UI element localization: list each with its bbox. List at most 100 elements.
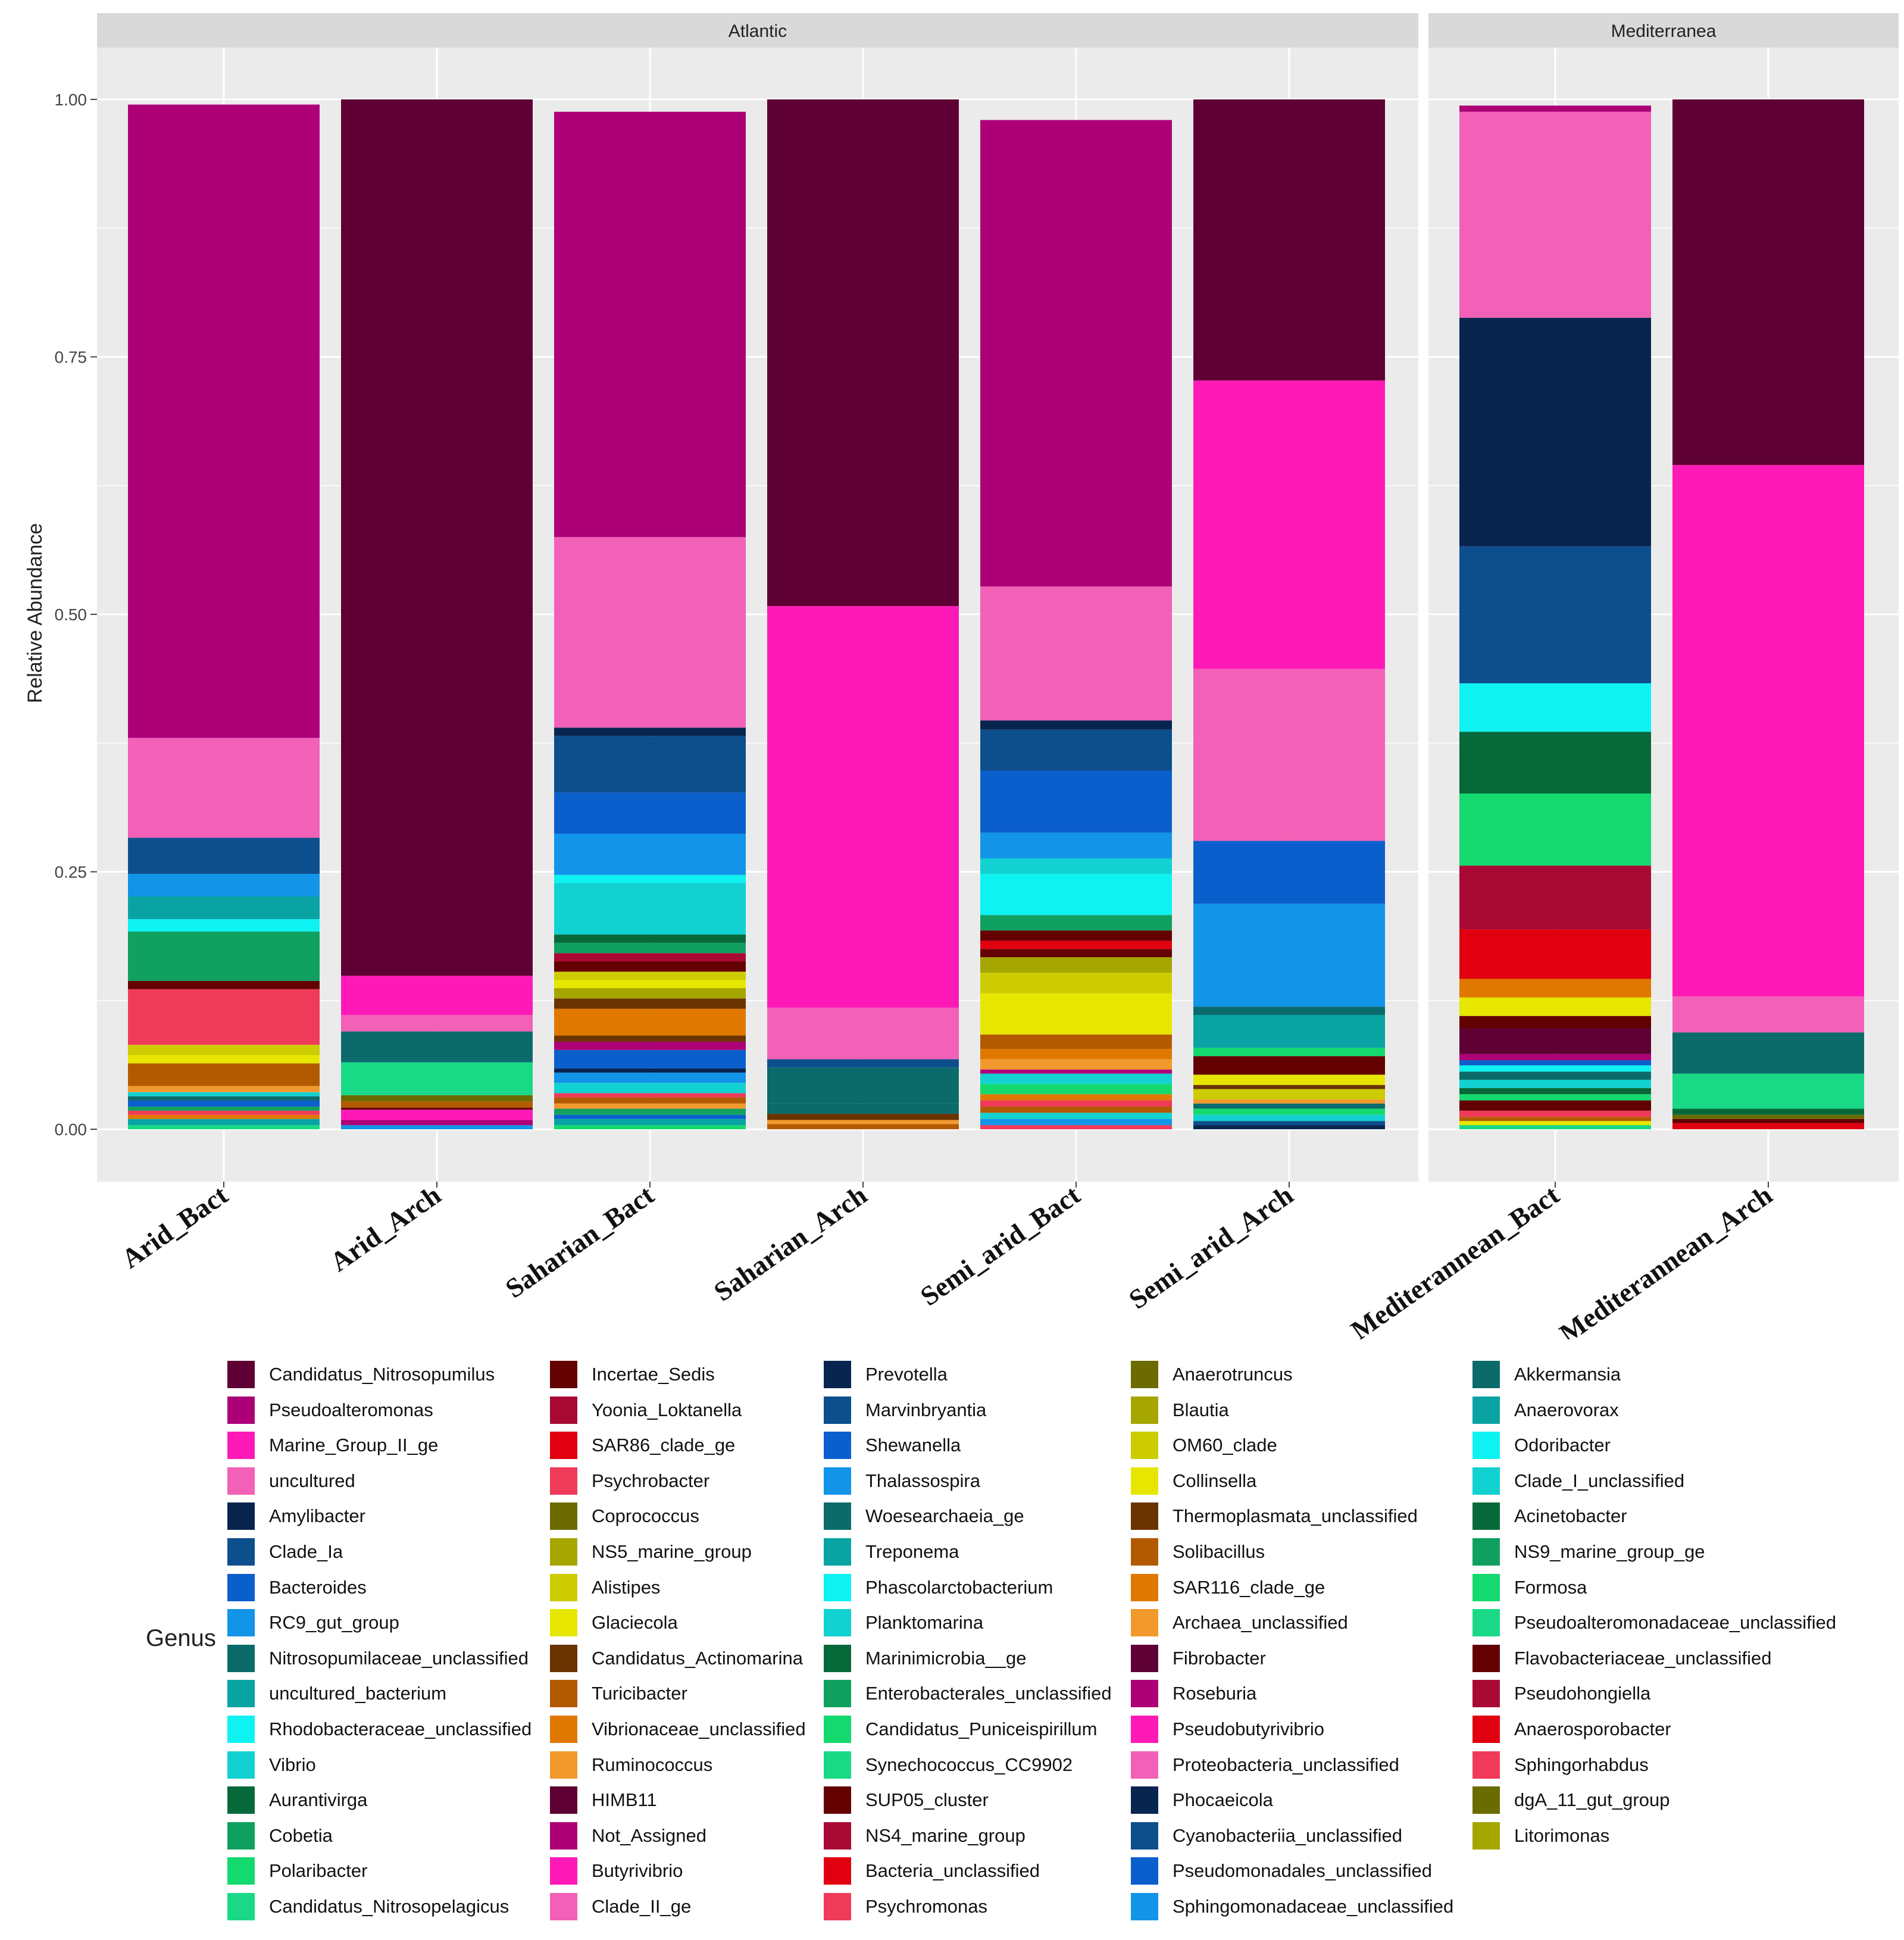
bar-segment [980, 1119, 1172, 1126]
legend-label: Planktomarina [865, 1612, 984, 1633]
bar-segment [980, 1083, 1172, 1095]
bar-segment [980, 1113, 1172, 1119]
legend-label: Odoribacter [1514, 1435, 1611, 1456]
legend-label: Pseudobutyrivibrio [1173, 1719, 1325, 1739]
legend-item: Woesearchaeia_ge [823, 1499, 1024, 1533]
bar-segment [980, 1049, 1172, 1060]
legend-swatch [1130, 1537, 1159, 1567]
legend-swatch [823, 1679, 852, 1709]
legend-item: Pseudohongiella [1471, 1676, 1650, 1711]
legend-swatch [1130, 1395, 1159, 1425]
legend-label: Roseburia [1173, 1683, 1257, 1704]
bar-segment [341, 1125, 533, 1129]
legend-swatch [823, 1466, 852, 1496]
bar-Semi_arid_Arch [1193, 99, 1385, 1129]
legend-item: Psychromonas [823, 1889, 987, 1924]
x-tick-label: Saharian_Bact [500, 1179, 659, 1304]
legend-item: Roseburia [1130, 1676, 1256, 1711]
legend-swatch [226, 1430, 256, 1461]
legend-item: Pseudoalteromonas [226, 1393, 433, 1427]
legend-swatch [1130, 1714, 1159, 1744]
legend: Genus Candidatus_Nitrosopumilus Pseudoalt… [0, 1339, 1904, 1935]
legend-swatch [823, 1608, 852, 1638]
bar-segment [980, 729, 1172, 771]
legend-label: Collinsella [1173, 1470, 1257, 1491]
legend-swatch [823, 1785, 852, 1816]
legend-item: Anaerovorax [1471, 1393, 1619, 1427]
bar-segment [554, 883, 746, 935]
legend-label: Acinetobacter [1514, 1505, 1627, 1527]
legend-label: Glaciecola [592, 1612, 678, 1633]
bar-segment [980, 832, 1172, 859]
bar-segment [1193, 99, 1385, 381]
legend-swatch [226, 1679, 256, 1709]
bar-segment [1193, 1108, 1385, 1115]
bar-segment [1672, 1073, 1864, 1109]
bar-segment [554, 833, 746, 875]
legend-label: Not_Assigned [592, 1825, 707, 1846]
legend-item: Turicibacter [549, 1676, 687, 1711]
legend-label: Vibrio [269, 1754, 316, 1775]
bar-segment [1459, 997, 1651, 1016]
legend-swatch [549, 1466, 579, 1496]
stacked-bar-chart: Atlantic Mediterranea 0.00 0.25 0.50 0.75 1.0… [24, 13, 1899, 1339]
bar-segment [1459, 732, 1651, 794]
legend-item: Nitrosopumilaceae_unclassified [226, 1641, 529, 1676]
bar-segment [1193, 1014, 1385, 1048]
legend-item: Cyanobacteriia_unclassified [1130, 1819, 1402, 1853]
bar-segment [128, 1092, 320, 1096]
legend-swatch [1471, 1785, 1501, 1816]
bar-segment [1672, 1108, 1864, 1115]
bar-segment [1459, 1071, 1651, 1080]
bar-segment [1459, 1065, 1651, 1072]
legend-swatch [226, 1608, 256, 1638]
legend-swatch [1471, 1714, 1501, 1744]
bar-segment [128, 1086, 320, 1092]
legend-item: NS5_marine_group [549, 1535, 752, 1569]
legend-item: Phascolarctobacterium [823, 1570, 1053, 1605]
bar-segment [341, 1031, 533, 1063]
bar-segment [554, 1035, 746, 1042]
legend-label: Marvinbryantia [865, 1399, 987, 1420]
legend-label: Akkermansia [1514, 1364, 1621, 1385]
legend-swatch [1130, 1750, 1159, 1780]
legend-label: Phocaeicola [1173, 1789, 1273, 1811]
bar-segment [554, 961, 746, 972]
bar-segment [980, 1100, 1172, 1107]
legend-item: Polaribacter [226, 1854, 367, 1888]
bar-segment [1459, 1100, 1651, 1111]
legend-swatch [226, 1395, 256, 1425]
legend-item: Planktomarina [823, 1605, 983, 1640]
legend-item: OM60_clade [1130, 1428, 1277, 1463]
legend-label: Pseudoalteromonas [269, 1399, 433, 1420]
bar-segment [980, 973, 1172, 994]
legend-item: Formosa [1471, 1570, 1587, 1605]
legend-item: Sphingorhabdus [1471, 1748, 1649, 1782]
legend-item: Not_Assigned [549, 1819, 706, 1853]
bar-segment [767, 1007, 959, 1060]
legend-item: Anaerotruncus [1130, 1357, 1293, 1392]
bar-segment [1672, 1119, 1864, 1123]
bar-segment [1193, 1121, 1385, 1126]
bar-segment [554, 1041, 746, 1050]
bar-segment [128, 1114, 320, 1119]
bar-Mediterannean_Bact [1459, 105, 1651, 1129]
legend-label: Enterobacterales_unclassified [865, 1683, 1112, 1704]
bar-segment [554, 874, 746, 883]
legend-label: Psychrobacter [592, 1470, 710, 1491]
legend-swatch [1471, 1537, 1501, 1567]
y-tick-label: 0.00 [55, 1120, 87, 1139]
legend-item: Marvinbryantia [823, 1393, 986, 1427]
legend-label: Solibacillus [1173, 1541, 1265, 1562]
bar-segment [341, 976, 533, 1015]
x-axis-labels: Arid_Bact Arid_Arch Saharian_Bact Saharian_… [116, 1179, 1778, 1339]
legend-item: Amylibacter [226, 1499, 365, 1533]
bar-segment [128, 1106, 320, 1111]
legend-item: Bacteria_unclassified [823, 1854, 1040, 1888]
bar-segment [1672, 1032, 1864, 1074]
legend-label: Vibrionaceae_unclassified [592, 1719, 806, 1739]
legend-label: Marine_Group_II_ge [269, 1435, 439, 1456]
bar-segment [1193, 1056, 1385, 1075]
legend-label: SUP05_cluster [865, 1789, 989, 1811]
bar-segment [767, 606, 959, 1008]
